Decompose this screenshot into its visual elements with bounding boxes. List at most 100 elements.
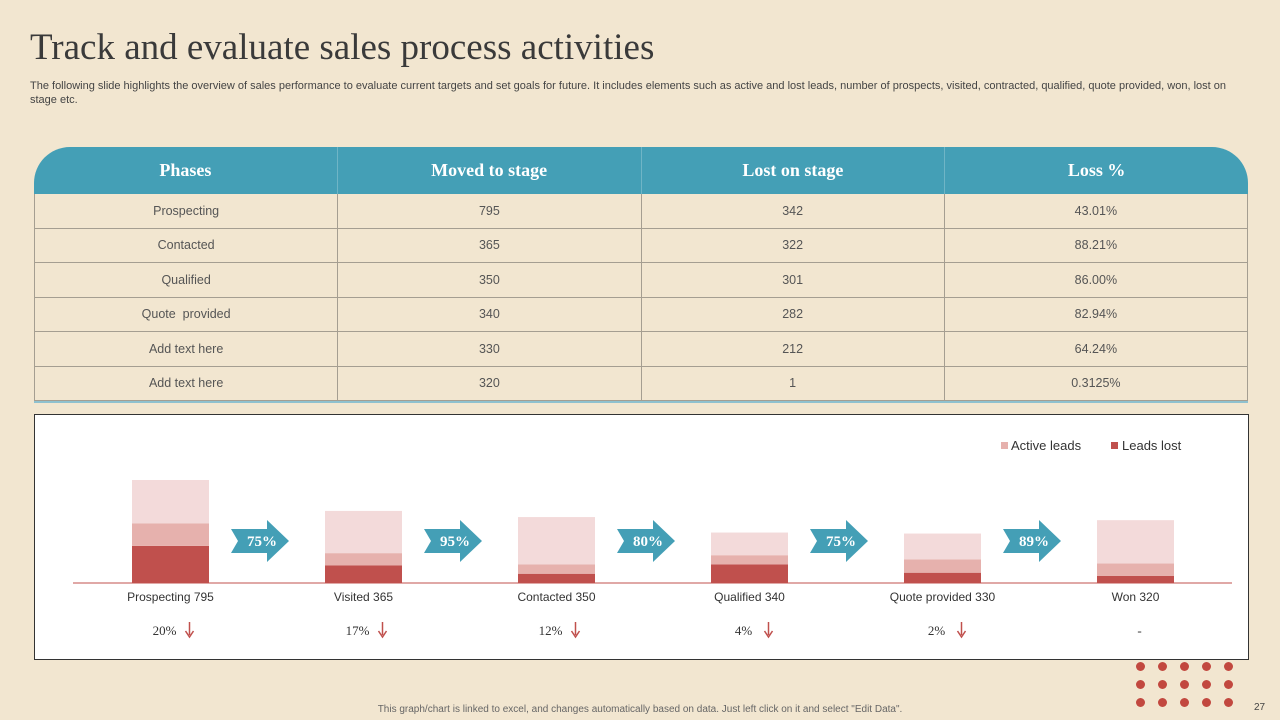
slide-title: Track and evaluate sales process activit… <box>30 27 655 68</box>
category-label: Qualified 340 <box>714 590 785 604</box>
table-cell: 212 <box>642 332 945 366</box>
conversion-rate-label: 80% <box>633 534 663 550</box>
table-cell: 795 <box>338 194 642 228</box>
decorative-dot-grid <box>1136 662 1236 712</box>
table-cell: 320 <box>338 366 642 400</box>
footer-note: This graph/chart is linked to excel, and… <box>377 704 903 715</box>
decorative-dot <box>1224 698 1233 707</box>
bar-active-leads <box>132 523 209 546</box>
table-cell: Contacted <box>35 228 339 262</box>
table-cell: 1 <box>642 366 945 400</box>
down-arrow-head-icon <box>570 630 581 639</box>
bar-leads-lost <box>904 572 981 583</box>
drop-percent-label: - <box>1137 623 1141 638</box>
conversion-arrow-icon <box>810 520 868 562</box>
down-arrow-head-icon <box>763 630 774 639</box>
bar-remainder <box>1097 520 1174 564</box>
bar-remainder <box>518 517 595 565</box>
conversion-arrow-icon <box>231 520 289 562</box>
header-moved-to-stage: Moved to stage <box>338 147 642 194</box>
table-row: Qualified 350 301 86.00% <box>34 263 1248 298</box>
bar-leads-lost <box>1097 575 1174 583</box>
decorative-dot <box>1136 698 1145 707</box>
bar-leads-lost <box>711 564 788 583</box>
decorative-dot <box>1224 662 1233 671</box>
bar-remainder <box>904 533 981 560</box>
down-arrow-head-icon <box>184 630 195 639</box>
chart-canvas: Prospecting 795 20% Visited 365 17% Contacte… <box>73 438 1232 639</box>
decorative-dot <box>1224 680 1233 689</box>
conversion-rate-label: 75% <box>826 534 856 550</box>
conversion-arrow-icon <box>617 520 675 562</box>
bar-active-leads <box>711 555 788 565</box>
bar-active-leads <box>904 559 981 573</box>
sales-table: Phases Moved to stage Lost on stage Loss… <box>34 147 1248 403</box>
header-loss-percent: Loss % <box>1067 160 1126 180</box>
table-header: Phases Moved to stage Lost on stage Loss… <box>34 147 1248 194</box>
decorative-dot <box>1158 698 1167 707</box>
drop-percent-label: 4% <box>735 623 753 638</box>
legend-label-lost: Leads lost <box>1122 438 1182 453</box>
table-cell: 88.21% <box>1074 238 1118 253</box>
table-body: Prospecting 795 342 43.01% Contacted 365… <box>34 194 1248 403</box>
drop-percent-label: 17% <box>346 623 370 638</box>
bar-remainder <box>325 510 402 554</box>
drop-percent-label: 12% <box>539 623 563 638</box>
category-label: Contacted 350 <box>517 590 595 604</box>
header-phases: Phases <box>34 147 338 194</box>
table-row: Add text here 320 1 0.3125% <box>34 366 1248 401</box>
table-cell: 0.3125% <box>1071 376 1121 391</box>
table-cell: 342 <box>642 194 945 228</box>
table-cell: 82.94% <box>1074 307 1118 322</box>
decorative-dot <box>1202 680 1211 689</box>
legend-swatch-lost <box>1111 442 1118 449</box>
table-cell: 350 <box>338 263 642 297</box>
category-label: Visited 365 <box>334 590 393 604</box>
category-label: Prospecting 795 <box>127 590 214 604</box>
decorative-dot <box>1202 662 1211 671</box>
table-row: Quote provided 340 282 82.94% <box>34 297 1248 332</box>
bar-active-leads <box>1097 563 1174 576</box>
bar-remainder <box>711 532 788 556</box>
down-arrow-head-icon <box>956 630 967 639</box>
conversion-rate-label: 95% <box>440 534 470 550</box>
bar-leads-lost <box>325 565 402 583</box>
table-cell: Qualified <box>35 263 339 297</box>
table-row: Add text here 330 212 64.24% <box>34 332 1248 367</box>
decorative-dot <box>1136 680 1145 689</box>
table-row: Prospecting 795 342 43.01% <box>34 194 1248 229</box>
legend-label-active: Active leads <box>1011 438 1082 453</box>
decorative-dot <box>1180 662 1189 671</box>
category-label: Quote provided 330 <box>890 590 996 604</box>
table-cell: 340 <box>338 297 642 331</box>
category-label: Won 320 <box>1112 590 1160 604</box>
table-cell: 365 <box>338 228 642 262</box>
table-cell: 330 <box>338 332 642 366</box>
table-cell: 43.01% <box>1074 203 1118 218</box>
drop-percent-label: 20% <box>153 623 177 638</box>
bar-active-leads <box>518 564 595 574</box>
decorative-dot <box>1202 698 1211 707</box>
slide-subtitle: The following slide highlights the overv… <box>30 80 1226 106</box>
bar-active-leads <box>325 553 402 566</box>
table-cell: 301 <box>642 263 945 297</box>
down-arrow-head-icon <box>377 630 388 639</box>
conversion-arrow-icon <box>424 520 482 562</box>
conversion-rate-label: 89% <box>1019 534 1049 550</box>
drop-percent-label: 2% <box>928 623 946 638</box>
bar-leads-lost <box>518 573 595 583</box>
table-cell: 64.24% <box>1074 341 1118 356</box>
bar-remainder <box>132 480 209 524</box>
table-cell: 322 <box>642 228 945 262</box>
header-lost-on-stage: Lost on stage <box>642 147 946 194</box>
bar-leads-lost <box>132 545 209 583</box>
decorative-dot <box>1158 662 1167 671</box>
legend-swatch-active <box>1001 442 1008 449</box>
decorative-dot <box>1180 680 1189 689</box>
table-cell: Add text here <box>35 366 339 400</box>
table-cell: 282 <box>642 297 945 331</box>
table-row: Contacted 365 322 88.21% <box>34 228 1248 263</box>
conversion-arrow-icon <box>1003 520 1061 562</box>
funnel-chart[interactable]: Prospecting 795 20% Visited 365 17% Contacte… <box>34 414 1249 660</box>
table-cell: 86.00% <box>1074 272 1118 287</box>
